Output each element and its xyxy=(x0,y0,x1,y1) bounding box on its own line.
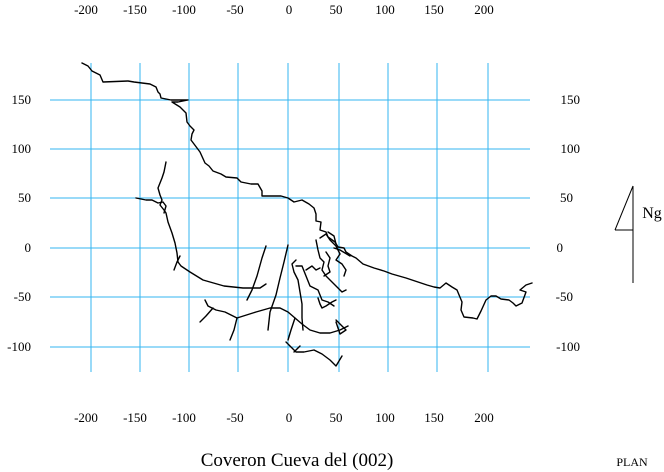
survey-maze-9 xyxy=(327,231,337,245)
plot-title: Coveron Cueva del (002) xyxy=(201,450,394,471)
survey-maze-7 xyxy=(317,297,337,309)
y-tick-label: 50 xyxy=(560,190,573,205)
north-label: Ng xyxy=(642,205,662,222)
survey-maze-3 xyxy=(315,239,347,293)
survey-maze-6 xyxy=(305,265,321,271)
x-axis-bottom: -200 -150 -100 -50 0 50 100 150 200 xyxy=(74,410,494,425)
survey-branch-d xyxy=(199,307,214,323)
x-tick-label: 0 xyxy=(286,410,293,425)
survey-lines xyxy=(81,62,533,367)
survey-branch-e xyxy=(229,317,238,341)
x-tick-label: 200 xyxy=(474,410,494,425)
x-tick-label: 150 xyxy=(424,2,444,17)
survey-west-passage xyxy=(157,161,267,289)
y-tick-label: -50 xyxy=(556,289,573,304)
x-tick-label: 50 xyxy=(330,2,343,17)
y-tick-label: 0 xyxy=(557,240,564,255)
y-tick-label: -100 xyxy=(7,339,31,354)
x-tick-label: 0 xyxy=(286,2,293,17)
north-arrow-icon xyxy=(614,185,634,283)
y-axis-right: 150 100 50 0 -50 -100 xyxy=(556,92,580,354)
y-tick-label: -50 xyxy=(14,289,31,304)
x-tick-label: -50 xyxy=(226,2,243,17)
survey-main-passage xyxy=(81,62,533,320)
y-tick-label: 100 xyxy=(561,141,581,156)
x-tick-label: 100 xyxy=(375,410,395,425)
y-tick-label: 0 xyxy=(25,240,32,255)
x-tick-label: -150 xyxy=(123,410,147,425)
survey-branch-g xyxy=(335,319,347,335)
y-tick-label: 150 xyxy=(561,92,581,107)
x-axis-top: -200 -150 -100 -50 0 50 100 150 200 xyxy=(74,2,494,17)
survey-maze-8 xyxy=(333,247,351,257)
y-tick-label: 150 xyxy=(12,92,32,107)
survey-west-branch xyxy=(135,197,167,214)
survey-maze-2 xyxy=(295,265,335,307)
survey-maze-4 xyxy=(319,233,347,277)
y-tick-label: -100 xyxy=(556,339,580,354)
survey-branch-b xyxy=(246,245,267,301)
x-tick-label: 50 xyxy=(330,410,343,425)
x-tick-label: -200 xyxy=(74,2,98,17)
x-tick-label: -100 xyxy=(172,410,196,425)
x-tick-label: 150 xyxy=(424,410,444,425)
grid xyxy=(50,63,530,372)
survey-maze-1 xyxy=(291,259,304,331)
survey-branch-f xyxy=(287,317,296,341)
view-label: PLAN xyxy=(616,455,648,469)
x-tick-label: -100 xyxy=(172,2,196,17)
survey-south-passage xyxy=(204,299,349,334)
survey-branch-a xyxy=(173,255,181,271)
survey-maze-5 xyxy=(323,251,331,277)
survey-branch-c xyxy=(267,244,289,331)
x-tick-label: -200 xyxy=(74,410,98,425)
y-axis-left: 150 100 50 0 -50 -100 xyxy=(7,92,31,354)
y-tick-label: 100 xyxy=(12,141,32,156)
survey-branch-h xyxy=(285,341,343,367)
survey-branch-i xyxy=(293,345,301,353)
x-tick-label: -150 xyxy=(123,2,147,17)
x-tick-label: 100 xyxy=(375,2,395,17)
y-tick-label: 50 xyxy=(18,190,31,205)
x-tick-label: 200 xyxy=(474,2,494,17)
x-tick-label: -50 xyxy=(226,410,243,425)
